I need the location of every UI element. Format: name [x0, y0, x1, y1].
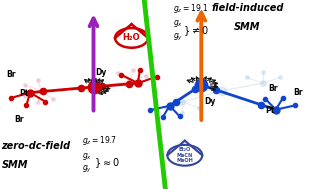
- Text: $g_y$: $g_y$: [82, 164, 93, 175]
- Text: $\}\neq 0$: $\}\neq 0$: [183, 24, 209, 38]
- Text: Br: Br: [14, 115, 24, 124]
- Text: $g_x$: $g_x$: [173, 18, 183, 29]
- Text: MeCN: MeCN: [177, 153, 193, 158]
- Text: H₂O: H₂O: [123, 33, 140, 42]
- Text: $g_z = 19.7$: $g_z = 19.7$: [82, 134, 117, 147]
- Text: $g_z = 19.1$: $g_z = 19.1$: [173, 2, 208, 15]
- Text: Pt: Pt: [265, 106, 274, 115]
- Text: SMM: SMM: [2, 160, 28, 170]
- Text: Dy: Dy: [95, 67, 107, 77]
- Text: Et₂O: Et₂O: [179, 147, 191, 152]
- Text: SMM: SMM: [234, 22, 261, 32]
- Text: Dy: Dy: [204, 97, 216, 106]
- Text: Br: Br: [268, 84, 277, 93]
- Text: Br: Br: [6, 70, 16, 79]
- Text: zero-dc-field: zero-dc-field: [2, 141, 71, 151]
- Text: $g_x$: $g_x$: [82, 151, 93, 162]
- Text: field-induced: field-induced: [211, 3, 283, 13]
- Text: $g_y$: $g_y$: [173, 31, 183, 43]
- Text: MeOH: MeOH: [176, 159, 193, 163]
- Text: Br: Br: [293, 88, 303, 97]
- Text: $\}\approx 0$: $\}\approx 0$: [94, 156, 119, 170]
- Text: Pt: Pt: [19, 89, 29, 98]
